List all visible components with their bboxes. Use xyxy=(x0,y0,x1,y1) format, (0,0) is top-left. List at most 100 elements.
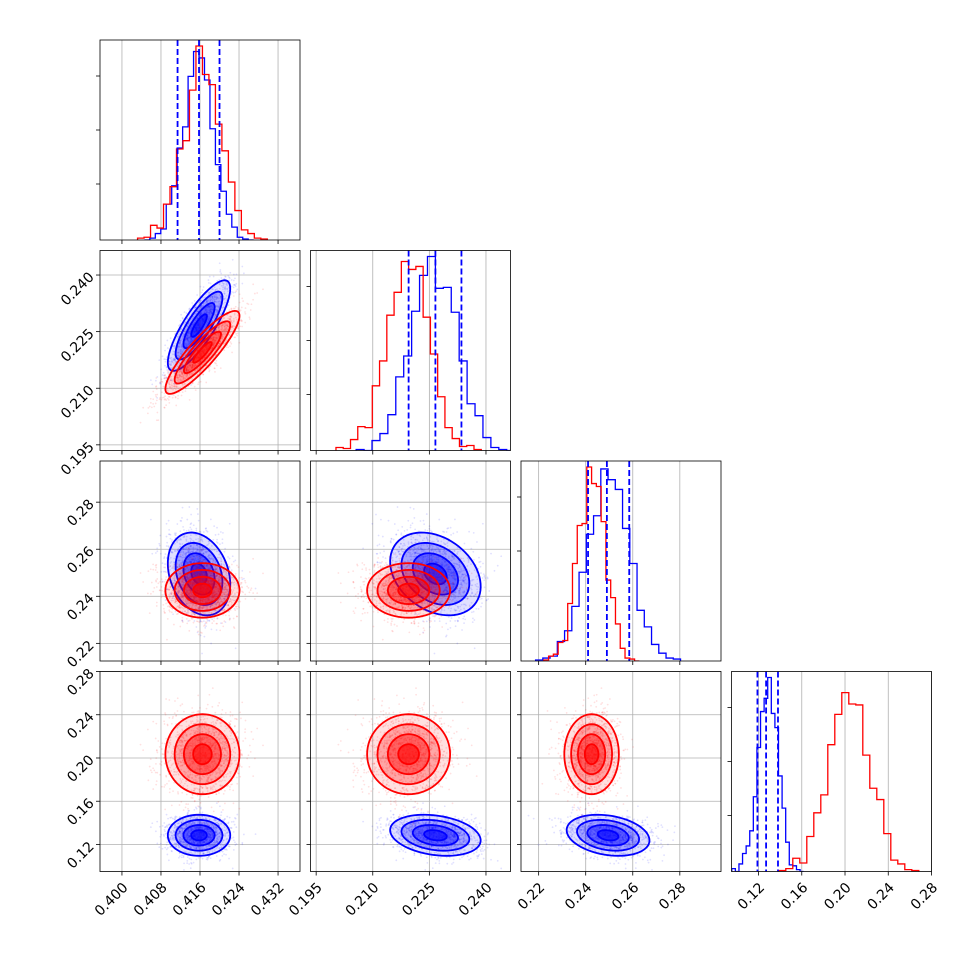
scatter-point xyxy=(199,360,202,363)
scatter-point xyxy=(178,348,180,351)
scatter-point xyxy=(193,385,196,388)
scatter-point xyxy=(236,334,239,337)
scatter-point xyxy=(209,518,212,521)
scatter-point xyxy=(218,300,221,303)
scatter-point xyxy=(189,556,192,559)
scatter-point xyxy=(181,391,184,393)
scatter-point xyxy=(230,316,232,319)
scatter-point xyxy=(177,548,180,551)
scatter-point xyxy=(179,351,182,354)
scatter-point xyxy=(192,338,195,341)
scatter-point xyxy=(211,579,214,582)
scatter-point xyxy=(176,356,179,358)
scatter-point xyxy=(212,342,215,344)
scatter-point xyxy=(201,560,204,563)
scatter-point xyxy=(179,370,182,373)
scatter-point xyxy=(222,282,225,285)
scatter-point xyxy=(235,290,238,293)
scatter-point xyxy=(212,336,215,339)
scatter-point xyxy=(183,562,186,565)
scatter-point xyxy=(216,326,219,328)
scatter-point xyxy=(232,295,235,297)
scatter-point xyxy=(168,360,171,363)
scatter-point xyxy=(173,372,176,375)
scatter-point xyxy=(217,533,220,536)
scatter-point xyxy=(196,310,199,313)
scatter-point xyxy=(224,595,227,598)
scatter-point xyxy=(208,595,211,598)
scatter-point xyxy=(188,552,191,554)
scatter-point xyxy=(181,372,184,375)
scatter-point xyxy=(164,376,167,379)
scatter-point xyxy=(190,528,193,531)
scatter-point xyxy=(193,363,196,366)
scatter-point xyxy=(186,334,189,337)
scatter-point xyxy=(216,595,219,597)
scatter-point xyxy=(180,375,182,378)
scatter-point xyxy=(187,331,190,334)
scatter-point xyxy=(191,317,194,320)
scatter-point xyxy=(213,330,216,333)
scatter-point xyxy=(181,554,184,557)
scatter-point xyxy=(184,377,187,380)
scatter-point xyxy=(183,360,186,363)
scatter-point xyxy=(190,361,192,364)
scatter-point xyxy=(248,316,251,319)
scatter-point xyxy=(229,345,231,348)
scatter-point xyxy=(181,373,184,375)
scatter-point xyxy=(200,548,203,551)
scatter-point xyxy=(178,575,181,578)
scatter-point xyxy=(181,350,184,353)
scatter-point xyxy=(209,299,212,302)
scatter-point xyxy=(181,351,184,354)
scatter-point xyxy=(173,370,176,373)
scatter-point xyxy=(204,296,206,299)
scatter-point xyxy=(186,578,189,581)
scatter-point xyxy=(171,386,174,389)
scatter-point xyxy=(224,329,227,331)
scatter-point xyxy=(158,398,161,401)
scatter-point xyxy=(209,308,212,311)
scatter-point xyxy=(179,341,181,343)
scatter-point xyxy=(190,555,192,558)
scatter-point xyxy=(234,305,237,308)
scatter-point xyxy=(191,581,194,584)
scatter-point xyxy=(213,339,216,342)
scatter-point xyxy=(218,302,221,305)
scatter-point xyxy=(202,373,205,376)
scatter-point xyxy=(169,364,172,367)
scatter-point xyxy=(176,374,179,376)
scatter-point xyxy=(191,365,193,368)
scatter-point xyxy=(214,314,217,317)
scatter-point xyxy=(218,305,221,308)
scatter-point xyxy=(218,294,221,296)
scatter-point xyxy=(188,560,191,562)
scatter-point xyxy=(207,299,210,302)
scatter-point xyxy=(223,278,226,280)
scatter-point xyxy=(174,396,177,398)
scatter-point xyxy=(223,287,226,290)
scatter-point xyxy=(200,560,203,563)
scatter-point xyxy=(168,533,171,536)
scatter-point xyxy=(241,578,244,581)
scatter-point xyxy=(183,383,186,385)
scatter-point xyxy=(170,593,172,595)
scatter-point xyxy=(197,558,199,561)
scatter-point xyxy=(180,372,183,374)
scatter-point xyxy=(224,621,227,624)
scatter-point xyxy=(221,337,224,340)
scatter-point xyxy=(207,305,210,308)
scatter-point xyxy=(214,315,217,317)
scatter-point xyxy=(222,329,225,331)
scatter-point xyxy=(189,545,191,548)
scatter-point xyxy=(223,325,226,328)
scatter-point xyxy=(211,300,214,303)
scatter-point xyxy=(188,568,190,570)
scatter-point xyxy=(219,318,222,321)
scatter-point xyxy=(199,360,202,363)
scatter-point xyxy=(158,589,161,592)
scatter-point xyxy=(180,564,183,567)
scatter-point xyxy=(188,342,191,345)
scatter-point xyxy=(197,560,199,563)
scatter-point xyxy=(176,563,179,565)
